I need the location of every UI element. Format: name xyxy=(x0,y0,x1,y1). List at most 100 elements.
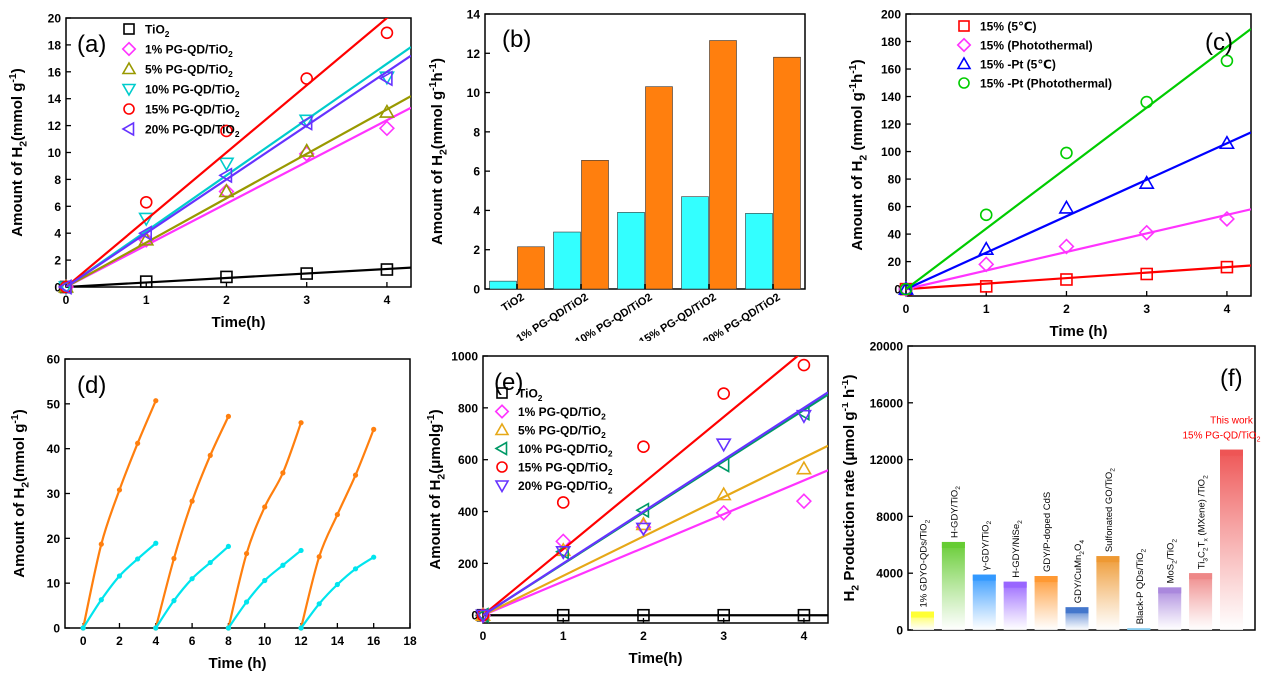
data-point xyxy=(371,554,377,560)
legend: TiO2​1% PG-QD/TiO2​5% PG-QD/TiO2​10% PG-… xyxy=(121,23,240,139)
panel-label: (e) xyxy=(494,369,523,396)
x-axis-label: Time(h) xyxy=(212,314,266,331)
fit-line xyxy=(483,391,828,617)
data-point xyxy=(139,195,153,209)
y-tick-label: 16000 xyxy=(870,396,904,410)
y-axis-label: Amount of H2(mmol g-1) xyxy=(7,68,30,237)
series-cycle xyxy=(153,413,232,631)
x-tick-label: 12 xyxy=(294,634,308,648)
legend-marker xyxy=(496,461,508,473)
legend-marker xyxy=(494,422,510,436)
y-tick-label: 20 xyxy=(888,255,902,269)
plot-frame xyxy=(905,13,1252,297)
panel-label: (f) xyxy=(1220,365,1243,392)
x-axis-label: Time(h) xyxy=(629,650,683,667)
x-tick-label: 0 xyxy=(480,629,487,643)
series-line xyxy=(82,542,157,629)
data-point xyxy=(218,183,235,198)
legend-entry: 10% PG-QD/TiO2​ xyxy=(518,442,613,459)
data-point xyxy=(243,599,250,605)
y-tick-label: 12 xyxy=(48,119,62,133)
x-tick-label: 1 xyxy=(560,629,567,643)
series-cycle xyxy=(80,398,159,631)
x-tick-label: 8 xyxy=(225,634,232,648)
y-tick-label: 80 xyxy=(888,173,902,187)
bar xyxy=(1034,576,1058,630)
data-point xyxy=(334,511,340,518)
y-tick-label: 200 xyxy=(458,557,478,571)
data-point xyxy=(352,566,359,572)
y-tick-label: 200 xyxy=(881,8,901,22)
data-point xyxy=(797,608,811,622)
series-cycle xyxy=(153,543,232,631)
y-tick-label: 40 xyxy=(47,442,61,456)
y-tick-label: 400 xyxy=(458,505,478,519)
y-tick-label: 10 xyxy=(467,86,481,100)
bar xyxy=(1220,449,1243,630)
data-point xyxy=(135,440,141,446)
data-point xyxy=(138,212,155,227)
series-group xyxy=(57,54,411,295)
fit-line xyxy=(483,469,828,617)
y-axis-label: Amount of H2(mmol g-1) xyxy=(9,409,32,578)
data-point xyxy=(1138,174,1155,189)
y-tick-label: 12 xyxy=(467,47,481,61)
data-point xyxy=(220,124,233,138)
series-line xyxy=(82,400,157,629)
data-point xyxy=(797,358,811,372)
series-cycle xyxy=(225,547,304,631)
x-tick-label: 0 xyxy=(80,634,87,648)
data-point xyxy=(207,452,213,458)
data-point xyxy=(298,547,304,554)
data-point xyxy=(171,598,177,604)
bar-label: H-GDY/NiSe2​ xyxy=(1011,520,1024,578)
bar-cap xyxy=(941,541,965,548)
bar-label: Ti3C2Tx (MXene) /TiO2​ xyxy=(1197,475,1210,569)
fit-line xyxy=(906,131,1251,291)
data-point xyxy=(153,625,159,631)
chart-panel-c: 0 1 2 3 4 0 20 40 60 80 100 120 140 160 180 200 Time (h)… xyxy=(842,0,1267,341)
legend-marker xyxy=(121,41,137,57)
bar xyxy=(709,40,737,290)
bar-label: GDY/CuMn2O4​ xyxy=(1073,540,1086,604)
fit-line xyxy=(483,444,828,617)
x-tick-label: 0 xyxy=(63,293,70,307)
bar xyxy=(1003,581,1027,630)
y-tick-label: 60 xyxy=(888,200,902,214)
legend: TiO2​1% PG-QD/TiO2​5% PG-QD/TiO2​10% PG-… xyxy=(494,387,613,496)
fit-line xyxy=(66,95,411,287)
series-line xyxy=(227,422,303,629)
fit-line xyxy=(66,18,389,287)
y-tick-label: 4 xyxy=(54,227,61,241)
x-axis-label: Time (h) xyxy=(1049,323,1107,340)
data-point xyxy=(300,72,313,85)
bar xyxy=(1189,573,1213,630)
data-point xyxy=(635,502,650,519)
series-group xyxy=(59,263,411,294)
plot-frame xyxy=(65,17,412,288)
bar-cap xyxy=(1003,581,1027,588)
series-group xyxy=(899,27,1251,296)
chart-panel-f: 1% GDYO-QDs/TiO2​ H-GDY/TiO2​ γ-GDY/TiO2​ H… xyxy=(842,341,1267,683)
bar xyxy=(773,56,801,290)
series-group xyxy=(59,18,394,294)
panel-label: (d) xyxy=(77,372,106,399)
data-point xyxy=(899,282,913,296)
bar xyxy=(617,212,645,290)
data-point xyxy=(1058,238,1075,255)
y-tick-label: 16 xyxy=(48,65,62,79)
bar xyxy=(517,246,545,290)
data-point xyxy=(280,562,286,568)
series-cycle xyxy=(298,426,377,631)
fit-line xyxy=(66,54,411,287)
y-tick-label: 20 xyxy=(48,12,62,26)
bar xyxy=(1158,587,1182,630)
y-tick-label: 14 xyxy=(48,92,62,106)
chart-panel-d: 0 2 4 6 8 10 12 14 16 18 0 10 20 30 40 50 60 Time (h) Amou… xyxy=(0,341,420,683)
bar-label: 1% GDYO-QDs/TiO2​ xyxy=(919,519,932,607)
y-axis-label: Amount of H2 (mmol g-1h-1) xyxy=(847,59,870,250)
y-tick-label: 100 xyxy=(881,145,901,159)
y-tick-label: 10 xyxy=(47,577,61,591)
x-tick-label: 10 xyxy=(258,634,272,648)
